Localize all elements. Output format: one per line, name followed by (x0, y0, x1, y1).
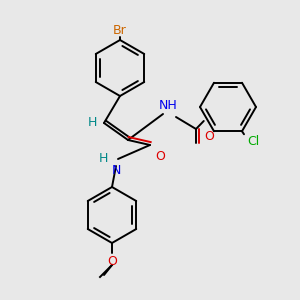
Text: N: N (111, 164, 121, 177)
Text: O: O (204, 130, 214, 142)
Text: NH: NH (159, 99, 177, 112)
Text: O: O (107, 255, 117, 268)
Text: Br: Br (113, 23, 127, 37)
Text: H: H (99, 152, 108, 166)
Text: H: H (87, 116, 97, 130)
Text: Cl: Cl (247, 135, 259, 148)
Text: O: O (155, 150, 165, 163)
